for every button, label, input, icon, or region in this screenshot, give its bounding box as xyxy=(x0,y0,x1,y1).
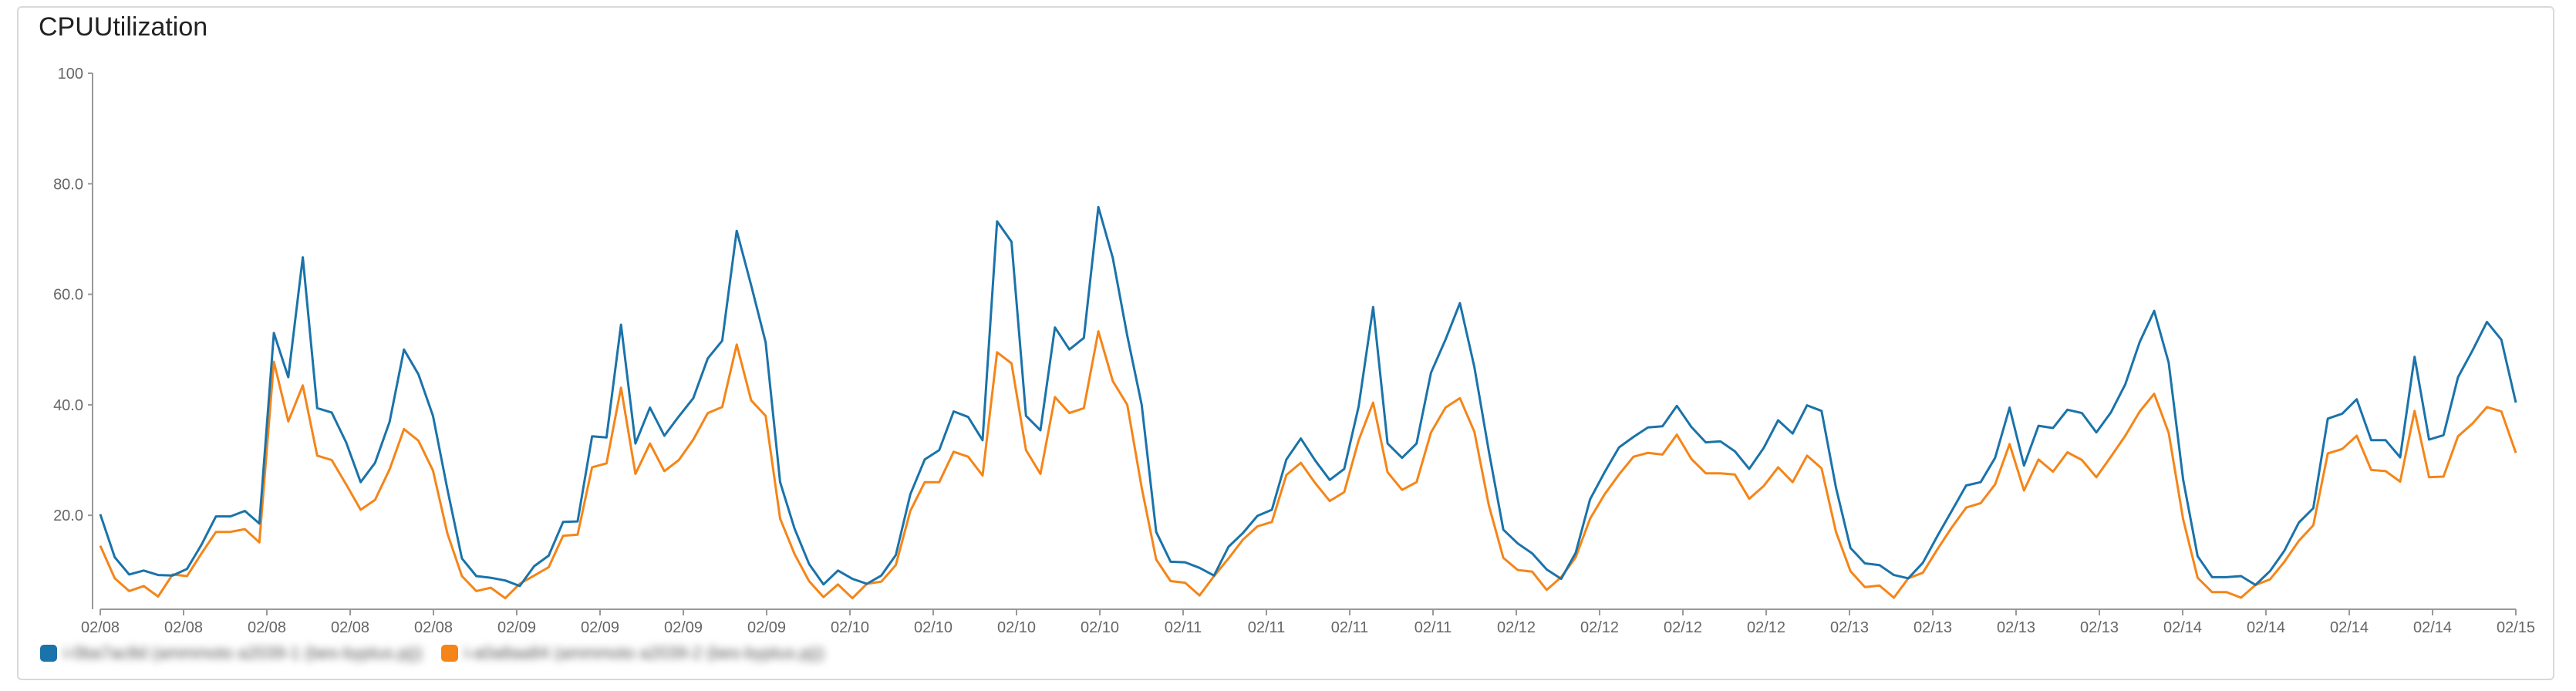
legend-label-series-1: i-0ba7ac8d (ammmoto a2039-1 (bes-byptus.… xyxy=(63,643,423,662)
series-line-2 xyxy=(99,330,2517,600)
y-tick-label: 20.0 xyxy=(53,507,83,524)
x-tick-label: 02/08 xyxy=(164,619,203,636)
x-tick-label: 02/08 xyxy=(81,619,120,636)
x-tick-label: 02/09 xyxy=(497,619,536,636)
x-tick-label: 02/09 xyxy=(664,619,703,636)
x-tick-label: 02/11 xyxy=(1331,619,1369,636)
x-tick-label: 02/14 xyxy=(2413,619,2452,636)
x-tick-label: 02/08 xyxy=(414,619,453,636)
x-tick-label: 02/14 xyxy=(2247,619,2285,636)
legend-label-series-2: i-a0a8aa84 (ammmoto a2039-2 (bes-byptus.… xyxy=(464,643,825,662)
x-tick-label: 02/11 xyxy=(1248,619,1286,636)
x-tick-label: 02/09 xyxy=(747,619,786,636)
x-tick-label: 02/10 xyxy=(1081,619,1119,636)
x-tick-label: 02/13 xyxy=(2080,619,2119,636)
x-tick-label: 02/14 xyxy=(2330,619,2369,636)
x-tick-label: 02/14 xyxy=(2163,619,2202,636)
x-tick-label: 02/08 xyxy=(331,619,369,636)
x-tick-label: 02/10 xyxy=(997,619,1036,636)
legend-item-series-2[interactable]: i-a0a8aa84 (ammmoto a2039-2 (bes-byptus.… xyxy=(440,643,825,663)
x-tick-label: 02/12 xyxy=(1580,619,1619,636)
x-tick-label: 02/11 xyxy=(1414,619,1452,636)
x-tick-label: 02/12 xyxy=(1497,619,1536,636)
x-tick-label: 02/10 xyxy=(831,619,869,636)
x-tick-label: 02/10 xyxy=(914,619,953,636)
y-tick-label: 100 xyxy=(58,66,83,83)
legend-item-series-1[interactable]: i-0ba7ac8d (ammmoto a2039-1 (bes-byptus.… xyxy=(40,643,423,663)
x-tick-label: 02/13 xyxy=(1913,619,1952,636)
legend: i-0ba7ac8d (ammmoto a2039-1 (bes-byptus.… xyxy=(40,643,843,663)
series-line-1 xyxy=(99,205,2517,588)
chart-axes: 100 80.0 60.0 40.0 20.0 02/08 02/08 02/08 02/08 0… xyxy=(53,66,2535,636)
x-tick-label: 02/13 xyxy=(1997,619,2035,636)
chart-title: CPUUtilization xyxy=(39,12,208,42)
x-tick-label: 02/15 xyxy=(2497,619,2535,636)
x-tick-label: 02/12 xyxy=(1664,619,1702,636)
y-tick-label: 40.0 xyxy=(53,397,83,414)
legend-swatch-series-1 xyxy=(40,645,57,662)
x-tick-label: 02/11 xyxy=(1165,619,1202,636)
y-tick-label: 80.0 xyxy=(53,176,83,193)
chart-panel xyxy=(17,6,2554,680)
x-tick-label: 02/08 xyxy=(248,619,286,636)
legend-swatch-series-2 xyxy=(440,645,458,662)
x-tick-label: 02/09 xyxy=(581,619,619,636)
x-tick-label: 02/13 xyxy=(1830,619,1869,636)
series-lines xyxy=(99,205,2517,600)
y-tick-label: 60.0 xyxy=(53,287,83,304)
x-tick-label: 02/12 xyxy=(1747,619,1785,636)
